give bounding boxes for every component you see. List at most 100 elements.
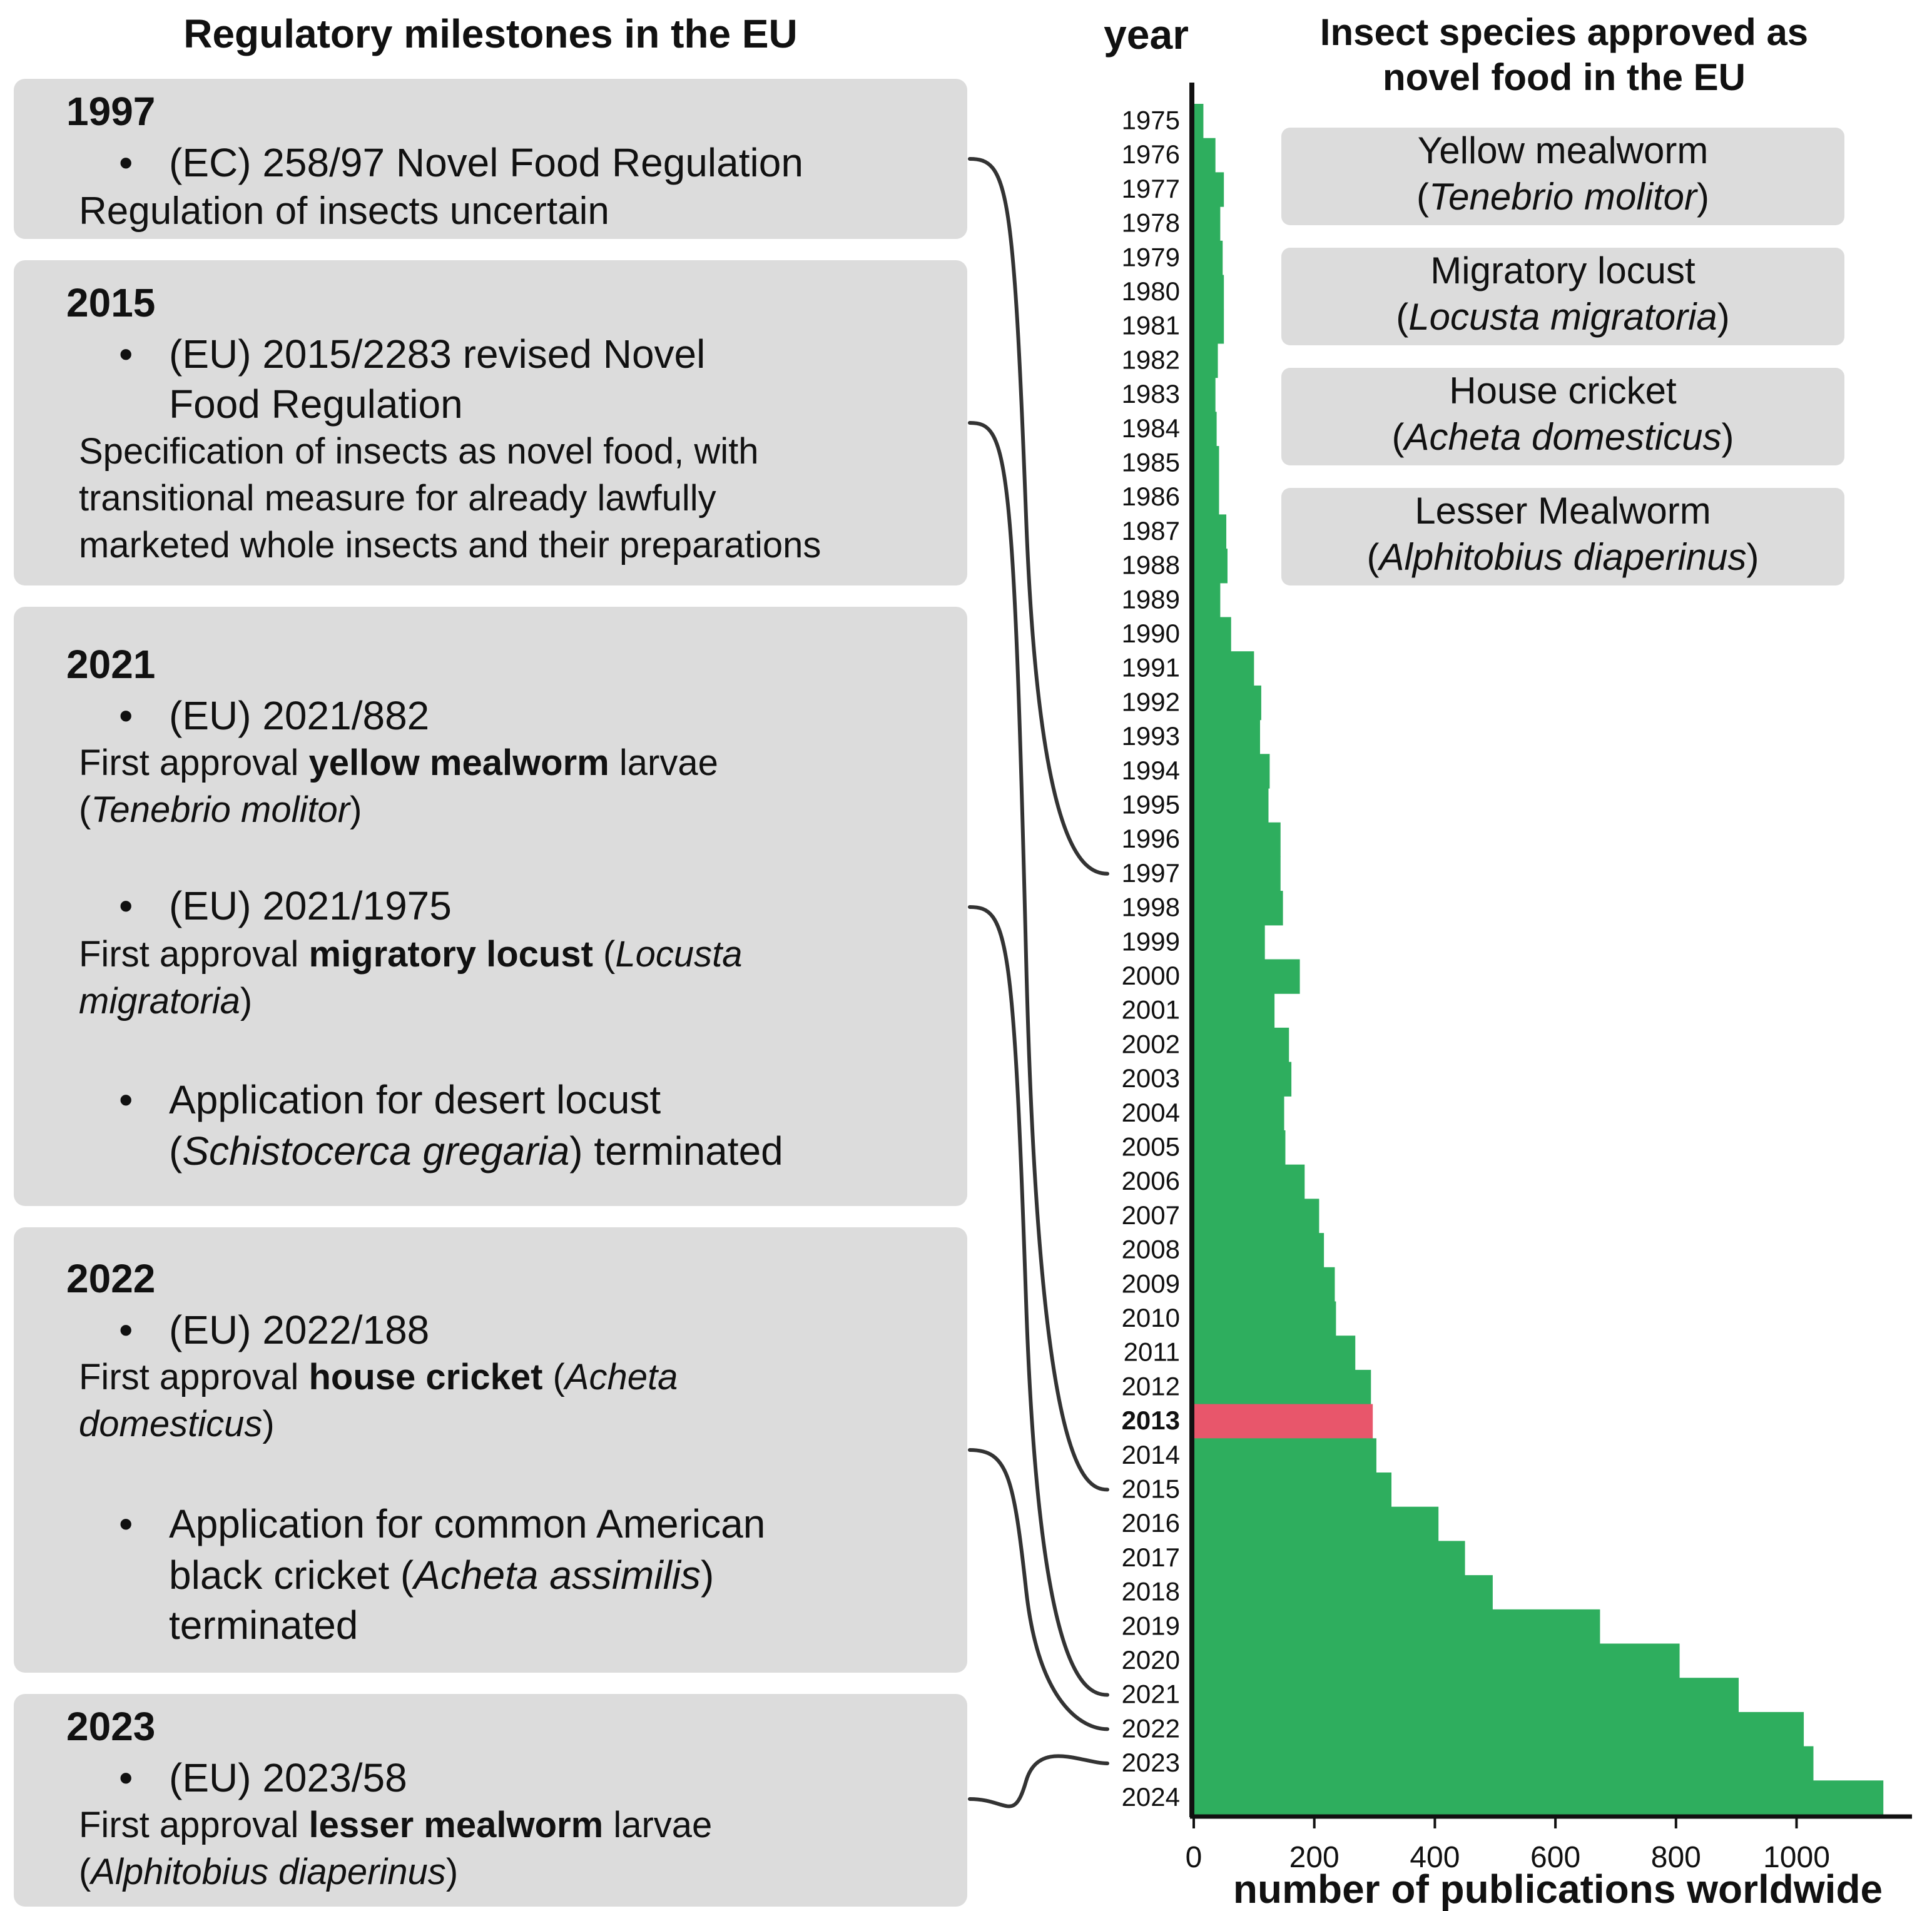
y-tick-label: 1997 [1122, 858, 1180, 888]
milestone-note: First approval migratory locust (Locusta [79, 934, 743, 975]
milestone-note-line: marketed whole insects and their prepara… [79, 525, 821, 565]
y-tick-label: 2007 [1122, 1200, 1180, 1230]
bar-1975 [1194, 104, 1204, 139]
bar-1999 [1194, 925, 1265, 960]
y-tick-label: 1986 [1122, 482, 1180, 511]
y-tick-label: 1977 [1122, 174, 1180, 203]
milestone-year: 2023 [66, 1704, 156, 1749]
bar-2017 [1194, 1541, 1465, 1576]
milestone-box-2015: 2015 • (EU) 2015/2283 revised Novel Food… [14, 260, 967, 585]
x-tick-label: 1000 [1763, 1841, 1830, 1874]
connector-2022 [968, 1448, 1109, 1731]
bullet-dot: • [119, 332, 133, 377]
bar-2024 [1194, 1780, 1884, 1815]
y-tick-label: 2006 [1122, 1166, 1180, 1195]
connector-1997 [968, 157, 1109, 876]
y-tick-label: 1993 [1122, 721, 1180, 751]
y-tick-label: 1987 [1122, 516, 1180, 545]
bullet-dot: • [119, 1307, 133, 1352]
y-tick-label: 1999 [1122, 926, 1180, 956]
x-tick-label: 0 [1186, 1841, 1202, 1874]
bar-1987 [1194, 514, 1227, 549]
bar-1983 [1194, 377, 1216, 412]
y-tick-label: 1979 [1122, 242, 1180, 271]
bar-1996 [1194, 822, 1281, 857]
y-tick-label: 2005 [1122, 1132, 1180, 1161]
y-tick-label: 2014 [1122, 1440, 1180, 1469]
connector-2023 [968, 1754, 1109, 1808]
bar-2008 [1194, 1233, 1324, 1268]
milestone-box-2022: 2022 • (EU) 2022/188 First approval hous… [14, 1227, 967, 1673]
milestone-bullet-cont: (Schistocerca gregaria) terminated [169, 1128, 783, 1173]
bar-2020 [1194, 1643, 1680, 1678]
milestone-bullet: (EU) 2022/188 [169, 1307, 430, 1352]
y-tick-label: 2004 [1122, 1098, 1180, 1127]
x-tick-label: 800 [1651, 1841, 1701, 1874]
milestone-note-latin: (Tenebrio molitor) [79, 789, 362, 830]
y-tick-label: 1985 [1122, 447, 1180, 477]
bar-2019 [1194, 1609, 1600, 1645]
y-tick-label: 1991 [1122, 653, 1180, 682]
bar-1984 [1194, 412, 1217, 447]
milestone-bullet: (EU) 2021/1975 [169, 883, 452, 928]
milestone-bullet-cont: terminated [169, 1603, 358, 1648]
milestone-note: Regulation of insects uncertain [79, 190, 609, 233]
milestone-year: 2015 [66, 280, 156, 325]
y-tick-label: 2010 [1122, 1303, 1180, 1332]
y-tick-label: 2017 [1122, 1543, 1180, 1572]
bar-2000 [1194, 959, 1300, 994]
y-tick-label: 2024 [1122, 1782, 1180, 1812]
y-tick-label: 1983 [1122, 379, 1180, 408]
y-tick-label: 2002 [1122, 1029, 1180, 1058]
milestone-bullet-cont: black cricket (Acheta assimilis) [169, 1553, 714, 1598]
left-panel-title: Regulatory milestones in the EU [183, 11, 798, 56]
x-axis-title: number of publications worldwide [1233, 1867, 1883, 1911]
y-tick-label: 2001 [1122, 995, 1180, 1025]
bar-2023 [1194, 1746, 1814, 1781]
bar-1982 [1194, 343, 1218, 378]
y-tick-label: 2023 [1122, 1748, 1180, 1777]
bar-2005 [1194, 1130, 1286, 1165]
bar-1997 [1194, 856, 1281, 891]
species-box-migratory-locust: Migratory locust (Locusta migratoria) [1281, 248, 1844, 345]
bar-2012 [1194, 1369, 1371, 1405]
bar-1986 [1194, 480, 1219, 515]
bar-2015 [1194, 1473, 1392, 1508]
bar-2004 [1194, 1096, 1284, 1131]
bar-2022 [1194, 1711, 1804, 1747]
bar-1976 [1194, 138, 1216, 173]
y-tick-label: 1980 [1122, 276, 1180, 306]
bar-2010 [1194, 1301, 1336, 1336]
bullet-dot: • [119, 1755, 133, 1800]
y-tick-label: 1998 [1122, 893, 1180, 922]
y-tick-label: 2021 [1122, 1680, 1180, 1709]
y-tick-label: 2000 [1122, 961, 1180, 990]
bar-2014 [1194, 1438, 1376, 1473]
y-tick-label: 1989 [1122, 584, 1180, 614]
y-tick-label: 1981 [1122, 311, 1180, 340]
milestone-note-latin: migratoria) [79, 981, 253, 1021]
y-tick-label: 2011 [1124, 1337, 1180, 1367]
milestone-bullet: (EU) 2021/882 [169, 693, 430, 738]
y-tick-label: 2009 [1122, 1269, 1180, 1298]
bar-2018 [1194, 1575, 1493, 1610]
bar-2016 [1194, 1506, 1439, 1541]
y-tick-label: 2016 [1122, 1508, 1180, 1538]
bullet-dot: • [119, 1501, 133, 1546]
milestone-note-latin: (Alphitobius diaperinus) [79, 1852, 459, 1892]
bar-1978 [1194, 206, 1221, 241]
milestone-note-latin: domesticus) [79, 1404, 275, 1444]
milestone-bullet: (EU) 2023/58 [169, 1755, 407, 1800]
bar-1998 [1194, 891, 1283, 926]
connector-2015 [968, 421, 1109, 1492]
y-tick-label: 1975 [1122, 105, 1180, 134]
bar-1994 [1194, 754, 1270, 789]
x-tick-label: 600 [1530, 1841, 1580, 1874]
milestone-bullet: Application for desert locust [169, 1077, 661, 1122]
bar-1981 [1194, 309, 1224, 344]
species-box-yellow-mealworm: Yellow mealworm (Tenebrio molitor) [1281, 128, 1844, 225]
milestone-note-line: transitional measure for already lawfull… [79, 478, 716, 519]
y-tick-label: 2019 [1122, 1611, 1180, 1640]
milestone-box-2023: 2023 • (EU) 2023/58 First approval lesse… [14, 1694, 967, 1907]
species-box-house-cricket: House cricket (Acheta domesticus) [1281, 368, 1844, 465]
